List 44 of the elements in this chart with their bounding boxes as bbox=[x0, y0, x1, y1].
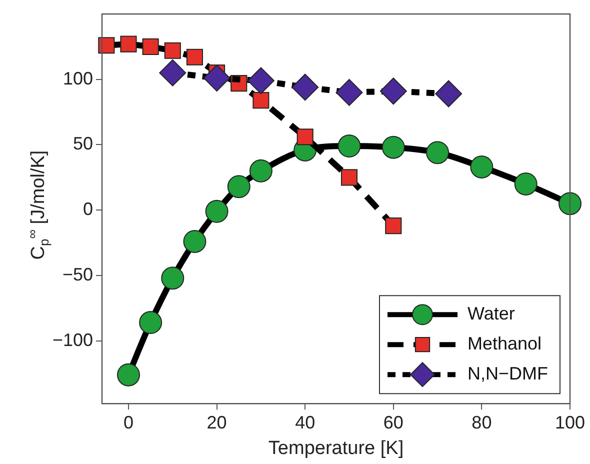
point bbox=[380, 78, 407, 105]
point bbox=[292, 74, 319, 101]
point bbox=[336, 78, 363, 106]
point bbox=[340, 169, 358, 186]
point bbox=[161, 266, 184, 290]
x-tick-label: 20 bbox=[206, 412, 227, 432]
y-tick-label: 0 bbox=[82, 199, 93, 220]
point bbox=[159, 59, 186, 86]
point bbox=[435, 80, 462, 108]
point bbox=[382, 136, 405, 159]
point bbox=[338, 134, 361, 158]
point bbox=[252, 92, 270, 109]
y-tick-label: −50 bbox=[62, 264, 93, 284]
point bbox=[205, 200, 228, 223]
point bbox=[426, 141, 450, 164]
point bbox=[558, 192, 582, 216]
point bbox=[116, 363, 140, 386]
point bbox=[203, 64, 230, 92]
y-tick-label: −100 bbox=[52, 330, 93, 350]
x-tick-label: 0 bbox=[123, 412, 134, 432]
point bbox=[98, 37, 115, 54]
legend-label: Methanol bbox=[468, 334, 542, 354]
point bbox=[142, 38, 159, 55]
x-tick-label: 40 bbox=[295, 412, 316, 432]
point bbox=[470, 155, 494, 178]
point bbox=[120, 36, 137, 52]
legend-label: N,N−DMF bbox=[468, 364, 548, 384]
x-axis-title: Temperature [K] bbox=[268, 438, 404, 459]
x-tick-label: 100 bbox=[554, 412, 586, 432]
y-tick-label: 50 bbox=[72, 134, 93, 154]
point bbox=[296, 128, 314, 146]
point bbox=[139, 311, 162, 334]
point bbox=[186, 48, 203, 66]
point bbox=[164, 42, 181, 59]
point bbox=[249, 159, 272, 182]
point bbox=[247, 67, 274, 94]
point bbox=[227, 175, 250, 198]
x-tick-label: 80 bbox=[472, 412, 492, 432]
y-tick-label: 100 bbox=[62, 68, 93, 88]
point bbox=[183, 230, 206, 253]
legend-label: Water bbox=[468, 304, 515, 324]
point bbox=[385, 218, 402, 234]
x-tick-label: 60 bbox=[383, 412, 404, 432]
point bbox=[514, 172, 538, 196]
